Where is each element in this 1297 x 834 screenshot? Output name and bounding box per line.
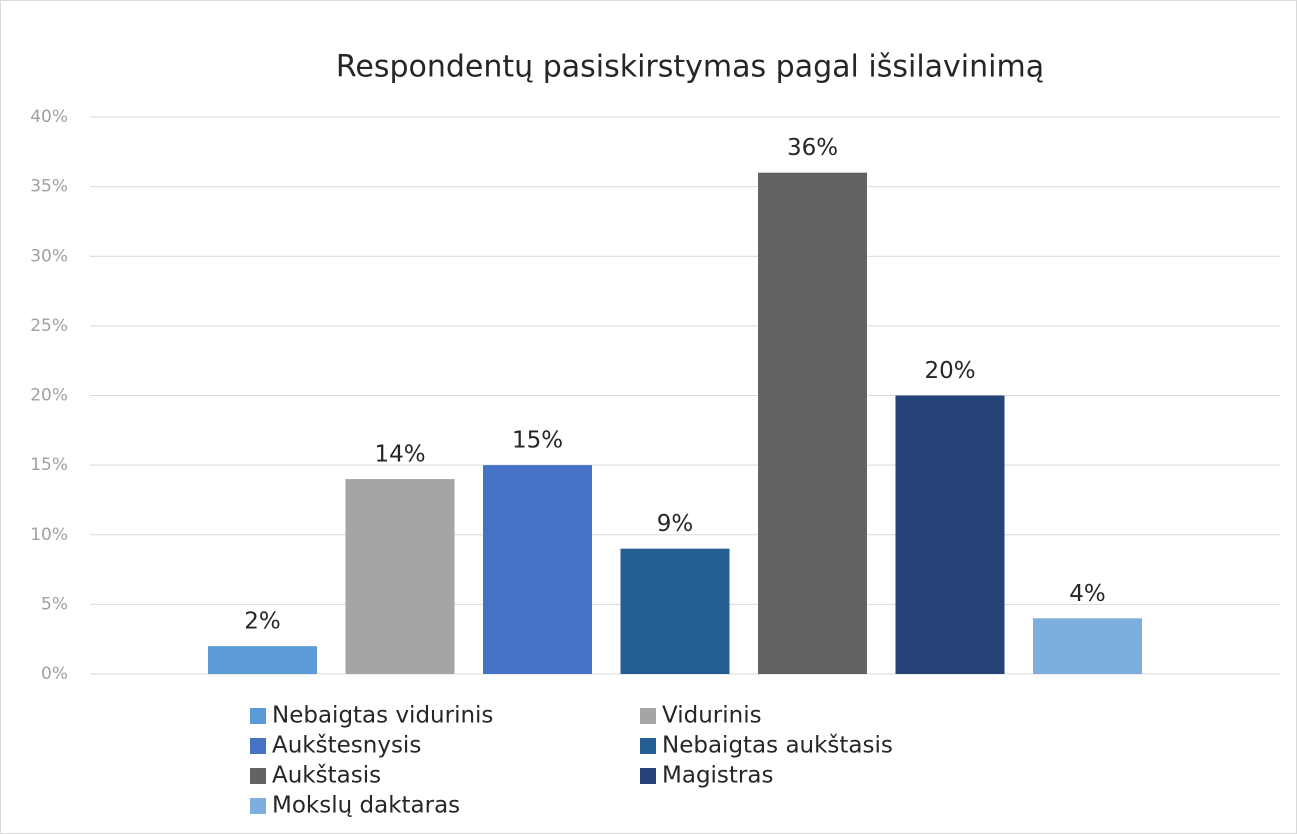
bar — [1033, 618, 1142, 674]
data-label: 2% — [244, 609, 281, 635]
legend-swatch — [640, 738, 656, 754]
chart-title: Respondentų pasiskirstymas pagal išsilav… — [336, 50, 1044, 85]
legend-swatch — [250, 798, 266, 814]
y-tick-label: 15% — [30, 455, 68, 475]
bar — [895, 395, 1005, 674]
y-tick-label: 10% — [30, 525, 68, 545]
legend-label: Aukštesnysis — [272, 733, 421, 759]
y-tick-label: 0% — [41, 664, 68, 684]
data-label: 9% — [657, 511, 694, 537]
y-tick-label: 5% — [41, 594, 68, 614]
data-label: 20% — [924, 358, 975, 384]
legend-label: Aukštasis — [272, 763, 381, 789]
legend-swatch — [640, 768, 656, 784]
y-tick-label: 25% — [30, 316, 68, 336]
legend-label: Vidurinis — [662, 703, 762, 729]
bar — [758, 172, 867, 674]
y-tick-label: 20% — [30, 386, 68, 406]
y-tick-label: 30% — [30, 246, 68, 266]
legend-label: Mokslų daktaras — [272, 793, 460, 819]
legend-swatch — [250, 708, 266, 724]
bar — [208, 646, 317, 674]
bar — [345, 479, 455, 674]
data-label: 4% — [1069, 581, 1106, 607]
legend-label: Nebaigtas vidurinis — [272, 703, 493, 729]
legend-swatch — [250, 768, 266, 784]
data-label: 15% — [512, 428, 563, 454]
y-tick-label: 40% — [30, 107, 68, 127]
legend-label: Magistras — [662, 763, 773, 789]
bar — [483, 465, 592, 674]
data-label: 14% — [374, 442, 425, 468]
y-tick-label: 35% — [30, 177, 68, 197]
legend-swatch — [640, 708, 656, 724]
bar — [620, 548, 730, 674]
legend-label: Nebaigtas aukštasis — [662, 733, 893, 759]
data-label: 36% — [787, 135, 838, 161]
legend-swatch — [250, 738, 266, 754]
